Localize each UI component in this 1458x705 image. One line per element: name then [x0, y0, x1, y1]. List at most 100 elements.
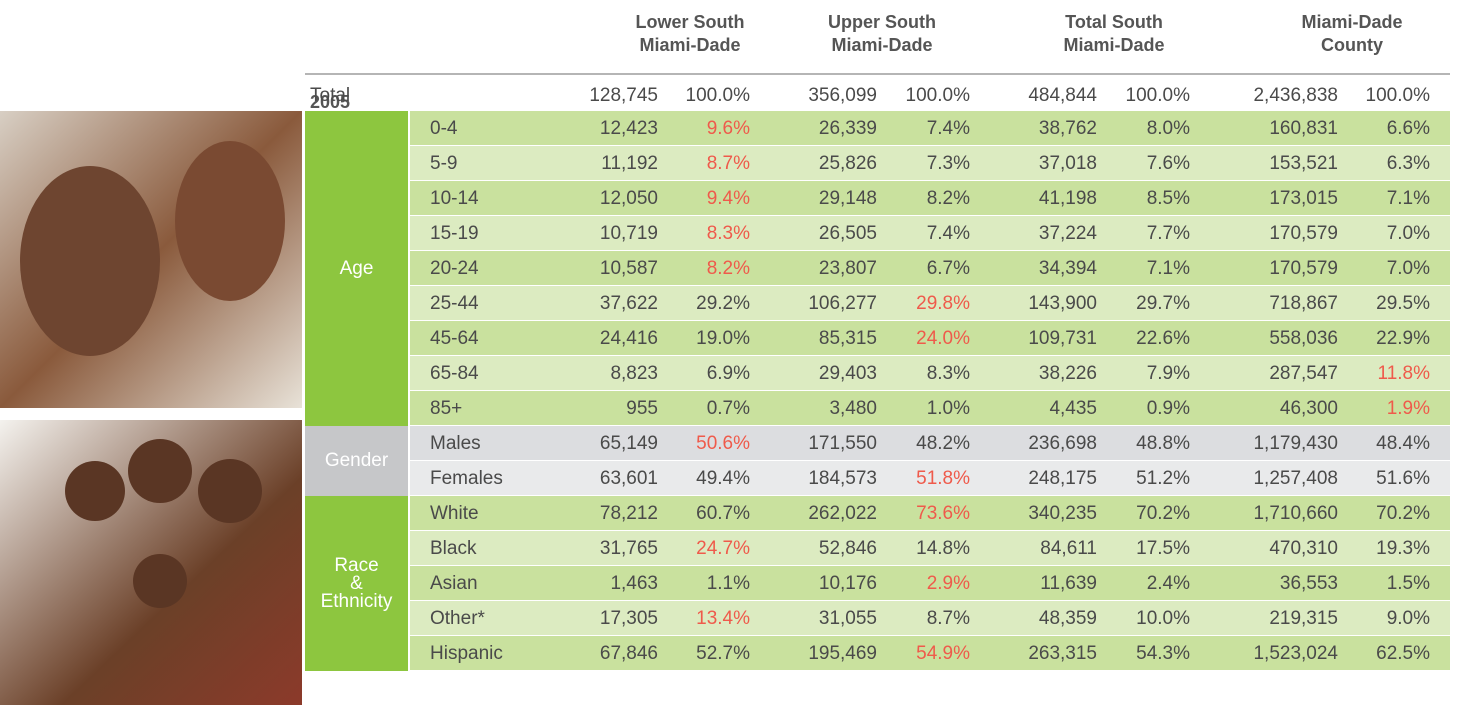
percent-cell: 8.7%: [870, 601, 970, 636]
percent-cell: 7.3%: [870, 146, 970, 181]
count-cell: 262,022: [737, 496, 877, 531]
count-cell: 219,315: [1198, 601, 1338, 636]
count-cell: 48,359: [957, 601, 1097, 636]
percent-cell: 1.1%: [650, 566, 750, 601]
percent-cell: 7.0%: [1330, 216, 1430, 251]
row-label: Other*: [430, 601, 485, 636]
count-cell: 143,900: [957, 286, 1097, 321]
count-cell: 78,212: [518, 496, 658, 531]
count-cell: 10,176: [737, 566, 877, 601]
count-cell: 65,149: [518, 426, 658, 461]
count-cell: 11,639: [957, 566, 1097, 601]
row-label: 20-24: [430, 251, 479, 286]
percent-cell: 48.8%: [1090, 426, 1190, 461]
row-label: 85+: [430, 391, 462, 426]
count-cell: 12,423: [518, 111, 658, 146]
percent-cell: 6.3%: [1330, 146, 1430, 181]
count-cell: 37,622: [518, 286, 658, 321]
percent-cell: 0.7%: [650, 391, 750, 426]
percent-cell: 70.2%: [1330, 496, 1430, 531]
row-label: Total: [310, 78, 350, 113]
percent-cell: 7.1%: [1090, 251, 1190, 286]
percent-cell: 51.6%: [1330, 461, 1430, 496]
group-label: &: [350, 575, 363, 593]
percent-cell: 62.5%: [1330, 636, 1430, 671]
percent-cell: 7.4%: [870, 111, 970, 146]
percent-cell: 6.9%: [650, 356, 750, 391]
percent-cell: 29.5%: [1330, 286, 1430, 321]
count-cell: 29,148: [737, 181, 877, 216]
percent-cell: 100.0%: [870, 78, 970, 113]
percent-cell: 10.0%: [1090, 601, 1190, 636]
percent-cell: 1.9%: [1330, 391, 1430, 426]
count-cell: 4,435: [957, 391, 1097, 426]
percent-cell: 22.9%: [1330, 321, 1430, 356]
count-cell: 85,315: [737, 321, 877, 356]
percent-cell: 9.0%: [1330, 601, 1430, 636]
count-cell: 67,846: [518, 636, 658, 671]
percent-cell: 19.3%: [1330, 531, 1430, 566]
percent-cell: 54.9%: [870, 636, 970, 671]
percent-cell: 8.0%: [1090, 111, 1190, 146]
percent-cell: 7.6%: [1090, 146, 1190, 181]
count-cell: 173,015: [1198, 181, 1338, 216]
count-cell: 8,823: [518, 356, 658, 391]
count-cell: 24,416: [518, 321, 658, 356]
column-header: Miami-Dade: [1252, 12, 1452, 33]
count-cell: 1,179,430: [1198, 426, 1338, 461]
count-cell: 184,573: [737, 461, 877, 496]
column-header: County: [1252, 35, 1452, 56]
count-cell: 34,394: [957, 251, 1097, 286]
percent-cell: 19.0%: [650, 321, 750, 356]
count-cell: 31,765: [518, 531, 658, 566]
count-cell: 10,719: [518, 216, 658, 251]
percent-cell: 8.7%: [650, 146, 750, 181]
percent-cell: 13.4%: [650, 601, 750, 636]
count-cell: 26,505: [737, 216, 877, 251]
face: [128, 439, 192, 503]
header-rule: [305, 73, 1450, 75]
count-cell: 29,403: [737, 356, 877, 391]
row-label: 10-14: [430, 181, 479, 216]
percent-cell: 2.4%: [1090, 566, 1190, 601]
percent-cell: 0.9%: [1090, 391, 1190, 426]
count-cell: 37,018: [957, 146, 1097, 181]
photos: [0, 111, 302, 705]
percent-cell: 48.4%: [1330, 426, 1430, 461]
count-cell: 26,339: [737, 111, 877, 146]
count-cell: 248,175: [957, 461, 1097, 496]
count-cell: 1,523,024: [1198, 636, 1338, 671]
percent-cell: 8.2%: [650, 251, 750, 286]
count-cell: 160,831: [1198, 111, 1338, 146]
percent-cell: 100.0%: [650, 78, 750, 113]
percent-cell: 2.9%: [870, 566, 970, 601]
percent-cell: 49.4%: [650, 461, 750, 496]
percent-cell: 1.0%: [870, 391, 970, 426]
count-cell: 1,463: [518, 566, 658, 601]
percent-cell: 48.2%: [870, 426, 970, 461]
page: 2005Lower SouthMiami-DadeUpper SouthMiam…: [0, 0, 1458, 705]
count-cell: 236,698: [957, 426, 1097, 461]
column-header: Miami-Dade: [590, 35, 790, 56]
count-cell: 25,826: [737, 146, 877, 181]
count-cell: 195,469: [737, 636, 877, 671]
count-cell: 10,587: [518, 251, 658, 286]
face: [198, 459, 262, 523]
count-cell: 84,611: [957, 531, 1097, 566]
percent-cell: 8.5%: [1090, 181, 1190, 216]
percent-cell: 8.2%: [870, 181, 970, 216]
column-header: Lower South: [590, 12, 790, 33]
count-cell: 109,731: [957, 321, 1097, 356]
count-cell: 170,579: [1198, 251, 1338, 286]
percent-cell: 7.1%: [1330, 181, 1430, 216]
percent-cell: 51.2%: [1090, 461, 1190, 496]
percent-cell: 1.5%: [1330, 566, 1430, 601]
percent-cell: 70.2%: [1090, 496, 1190, 531]
column-header: Miami-Dade: [782, 35, 982, 56]
group-label-cell: Gender: [305, 426, 408, 496]
percent-cell: 24.7%: [650, 531, 750, 566]
row-label: White: [430, 496, 479, 531]
count-cell: 484,844: [957, 78, 1097, 113]
count-cell: 17,305: [518, 601, 658, 636]
group-label: Race: [334, 557, 378, 575]
